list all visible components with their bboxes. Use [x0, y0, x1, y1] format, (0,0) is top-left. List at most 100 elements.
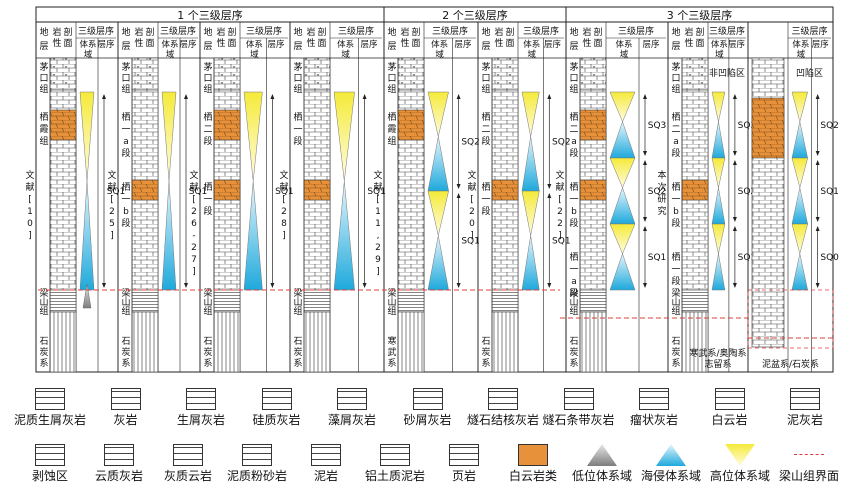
svg-text:面: 面	[411, 38, 420, 49]
lith-liangshan-unit	[303, 289, 331, 313]
svg-text:二: 二	[671, 125, 680, 135]
svg-text:栖: 栖	[121, 111, 130, 123]
transgressive-triangle	[333, 181, 355, 291]
stratum-base: 梁山组	[569, 287, 578, 317]
sequence-arrow-up	[547, 193, 552, 198]
svg-text:]: ]	[282, 231, 286, 241]
svg-text:一: 一	[569, 195, 578, 205]
svg-text:栖: 栖	[481, 181, 490, 193]
svg-text:本: 本	[657, 169, 666, 181]
svg-text:岩: 岩	[216, 26, 225, 38]
svg-text:段: 段	[671, 217, 680, 229]
legend-label: 瘤状灰岩	[629, 413, 678, 427]
svg-text:一: 一	[671, 195, 680, 205]
lith-base-unit	[491, 311, 519, 373]
svg-text:岩: 岩	[582, 26, 591, 38]
svg-text:霞: 霞	[387, 124, 396, 135]
svg-text:组: 组	[121, 83, 130, 95]
legend-item-17: 铝土质泥岩	[355, 444, 435, 483]
lith-liangshan-unit	[49, 289, 77, 313]
svg-text:石: 石	[121, 337, 130, 347]
legend-item-10: 白云岩	[690, 388, 770, 427]
lith-dolomite-band	[397, 109, 425, 141]
legend-label: 泥岩	[313, 469, 338, 483]
transgressive-triangle	[609, 252, 636, 291]
lith-base-unit	[49, 311, 77, 373]
svg-text:面: 面	[145, 38, 154, 49]
group-header-3: 3 个三级层序	[667, 8, 733, 22]
header-lith: 岩性	[582, 26, 591, 49]
highstand-triangle	[609, 91, 636, 123]
header-sequence: 层序	[267, 39, 285, 50]
legend-item-8: 燧石条带灰岩	[539, 388, 619, 427]
svg-text:层: 层	[293, 41, 302, 52]
source-label: 文献 [1 0]	[25, 169, 34, 241]
svg-text:层: 层	[671, 41, 680, 52]
svg-text:寒: 寒	[387, 335, 396, 347]
lith-base-unit	[303, 311, 331, 373]
svg-text:地: 地	[387, 26, 396, 38]
erosion-area-pattern	[35, 444, 65, 466]
legend-label: 泥质生屑灰岩	[13, 413, 86, 427]
legend-item-23: 梁山组界面	[769, 444, 843, 483]
stratum-member-1: 栖霞组	[387, 111, 396, 147]
svg-text:]: ]	[28, 231, 32, 241]
svg-text:山: 山	[387, 297, 396, 308]
svg-text:栖: 栖	[569, 251, 578, 263]
svg-text:文: 文	[555, 169, 564, 181]
sequence-arrow-down	[362, 283, 367, 288]
transgressive-triangle	[609, 186, 636, 225]
svg-text:山: 山	[39, 297, 48, 308]
svg-text:献: 献	[189, 181, 198, 193]
sequence-arrow-down	[643, 283, 647, 288]
dolomite-class-swatch	[518, 444, 548, 466]
lith-top-unit	[397, 57, 425, 91]
legend-item-4: 硅质灰岩	[237, 388, 317, 427]
stratum-base: 梁山组	[39, 287, 48, 317]
svg-text:[: [	[470, 195, 474, 205]
svg-text:,: ,	[377, 231, 380, 241]
header-sequence: 层序	[812, 39, 830, 50]
header-tract-2: 域	[341, 49, 350, 60]
legend-item-20: 低位体系域	[562, 444, 642, 483]
legend-label: 低位体系域	[571, 469, 632, 483]
sequence-label-sq1: SQ1	[648, 253, 667, 263]
stratum-member-3: 栖一段	[671, 251, 680, 287]
sequence-arrow-down	[456, 283, 461, 288]
stratum-top: 茅口组	[39, 62, 48, 95]
transgressive-triangle	[427, 136, 449, 192]
svg-text:面: 面	[317, 38, 326, 49]
highstand-tract-triangle	[725, 444, 755, 466]
svg-text:石: 石	[293, 337, 302, 347]
header-sequence: 层序	[179, 39, 197, 50]
svg-text:剖: 剖	[145, 26, 154, 38]
svg-text:炭: 炭	[203, 347, 212, 358]
svg-text:口: 口	[293, 74, 302, 84]
sequence-arrow-up	[815, 94, 820, 99]
transgressive-triangle	[521, 235, 540, 291]
chert-band-limestone-pattern	[563, 388, 594, 410]
sequence-arrow-down	[643, 151, 647, 156]
legend-item-16: 泥岩	[286, 444, 366, 483]
svg-text:-: -	[192, 231, 195, 241]
transgressive-triangle	[791, 121, 808, 159]
stratum-bottom: 石炭系	[203, 337, 212, 369]
svg-text:梁: 梁	[39, 287, 48, 299]
sequence-label-sq1: SQ1	[738, 253, 757, 263]
highstand-triangle	[711, 91, 726, 122]
lith-liangshan-unit	[681, 289, 709, 313]
svg-text:炭: 炭	[39, 347, 48, 358]
transgressive-triangle	[711, 253, 726, 291]
svg-text:炭: 炭	[293, 347, 302, 358]
svg-text:二: 二	[481, 125, 490, 135]
svg-text:献: 献	[555, 181, 564, 193]
svg-text:2: 2	[191, 207, 197, 217]
svg-text:剖: 剖	[695, 26, 704, 38]
stratum-member-2: 栖一段	[481, 181, 490, 217]
stratum-member-1: 栖霞组	[39, 111, 48, 147]
legend-label: 灰质云岩	[163, 469, 212, 483]
sequence-arrow-up	[456, 193, 461, 198]
depression-boundary-box	[747, 289, 834, 349]
legend-item-14: 灰质云岩	[148, 444, 228, 483]
svg-text:岩: 岩	[684, 26, 693, 38]
